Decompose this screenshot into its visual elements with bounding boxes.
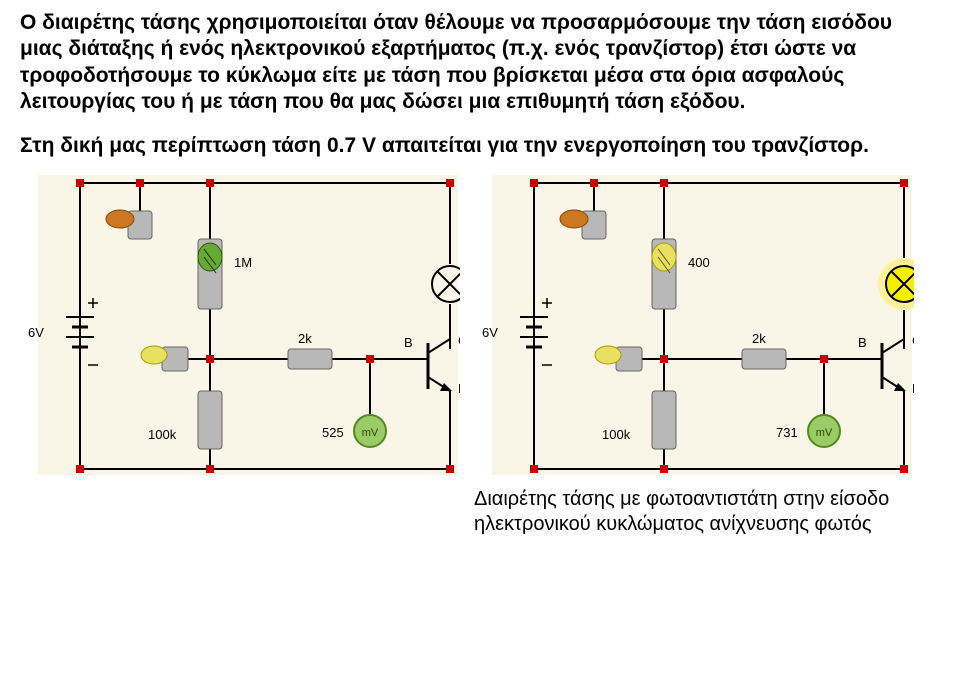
- battery-label: 6V: [482, 325, 498, 340]
- svg-text:mV: mV: [816, 427, 833, 439]
- circuits-row: 6V 1M 100k: [20, 169, 939, 479]
- mv-meter-icon: mV: [354, 415, 386, 447]
- top-resistor-label: 400: [688, 255, 710, 270]
- node-e-label: E: [912, 381, 914, 396]
- mv-value: 731: [776, 425, 798, 440]
- ldr-top-icon: [198, 239, 222, 309]
- node-c-label: C: [458, 333, 460, 348]
- circuit-left: 6V 1M 100k: [20, 169, 460, 479]
- mid-resistor-label: 2k: [298, 331, 312, 346]
- figure-caption: Διαιρέτης τάσης με φωτοαντιστάτη στην εί…: [474, 487, 914, 537]
- node-e-label: E: [458, 381, 460, 396]
- node-b-label: B: [858, 335, 867, 350]
- battery-label: 6V: [28, 325, 44, 340]
- bottom-resistor-label: 100k: [148, 427, 177, 442]
- bottom-resistor-label: 100k: [602, 427, 631, 442]
- mid-resistor-icon: [288, 349, 332, 369]
- svg-text:mV: mV: [362, 427, 379, 439]
- circuit-right: 6V 400 100k: [474, 169, 914, 479]
- mv-meter-icon: mV: [808, 415, 840, 447]
- bottom-resistor-icon: [198, 391, 222, 449]
- caption-row: Διαιρέτης τάσης με φωτοαντιστάτη στην εί…: [20, 487, 939, 537]
- mv-value: 525: [322, 425, 344, 440]
- case-paragraph: Στη δική μας περίπτωση τάση 0.7 V απαιτε…: [20, 133, 939, 159]
- top-resistor-label: 1M: [234, 255, 252, 270]
- bottom-resistor-icon: [652, 391, 676, 449]
- mid-resistor-icon: [742, 349, 786, 369]
- node-c-label: C: [912, 333, 914, 348]
- intro-paragraph: Ο διαιρέτης τάσης χρησιμοποιείται όταν θ…: [20, 10, 939, 115]
- mid-resistor-label: 2k: [752, 331, 766, 346]
- ldr-top-icon: [652, 239, 676, 309]
- node-b-label: B: [404, 335, 413, 350]
